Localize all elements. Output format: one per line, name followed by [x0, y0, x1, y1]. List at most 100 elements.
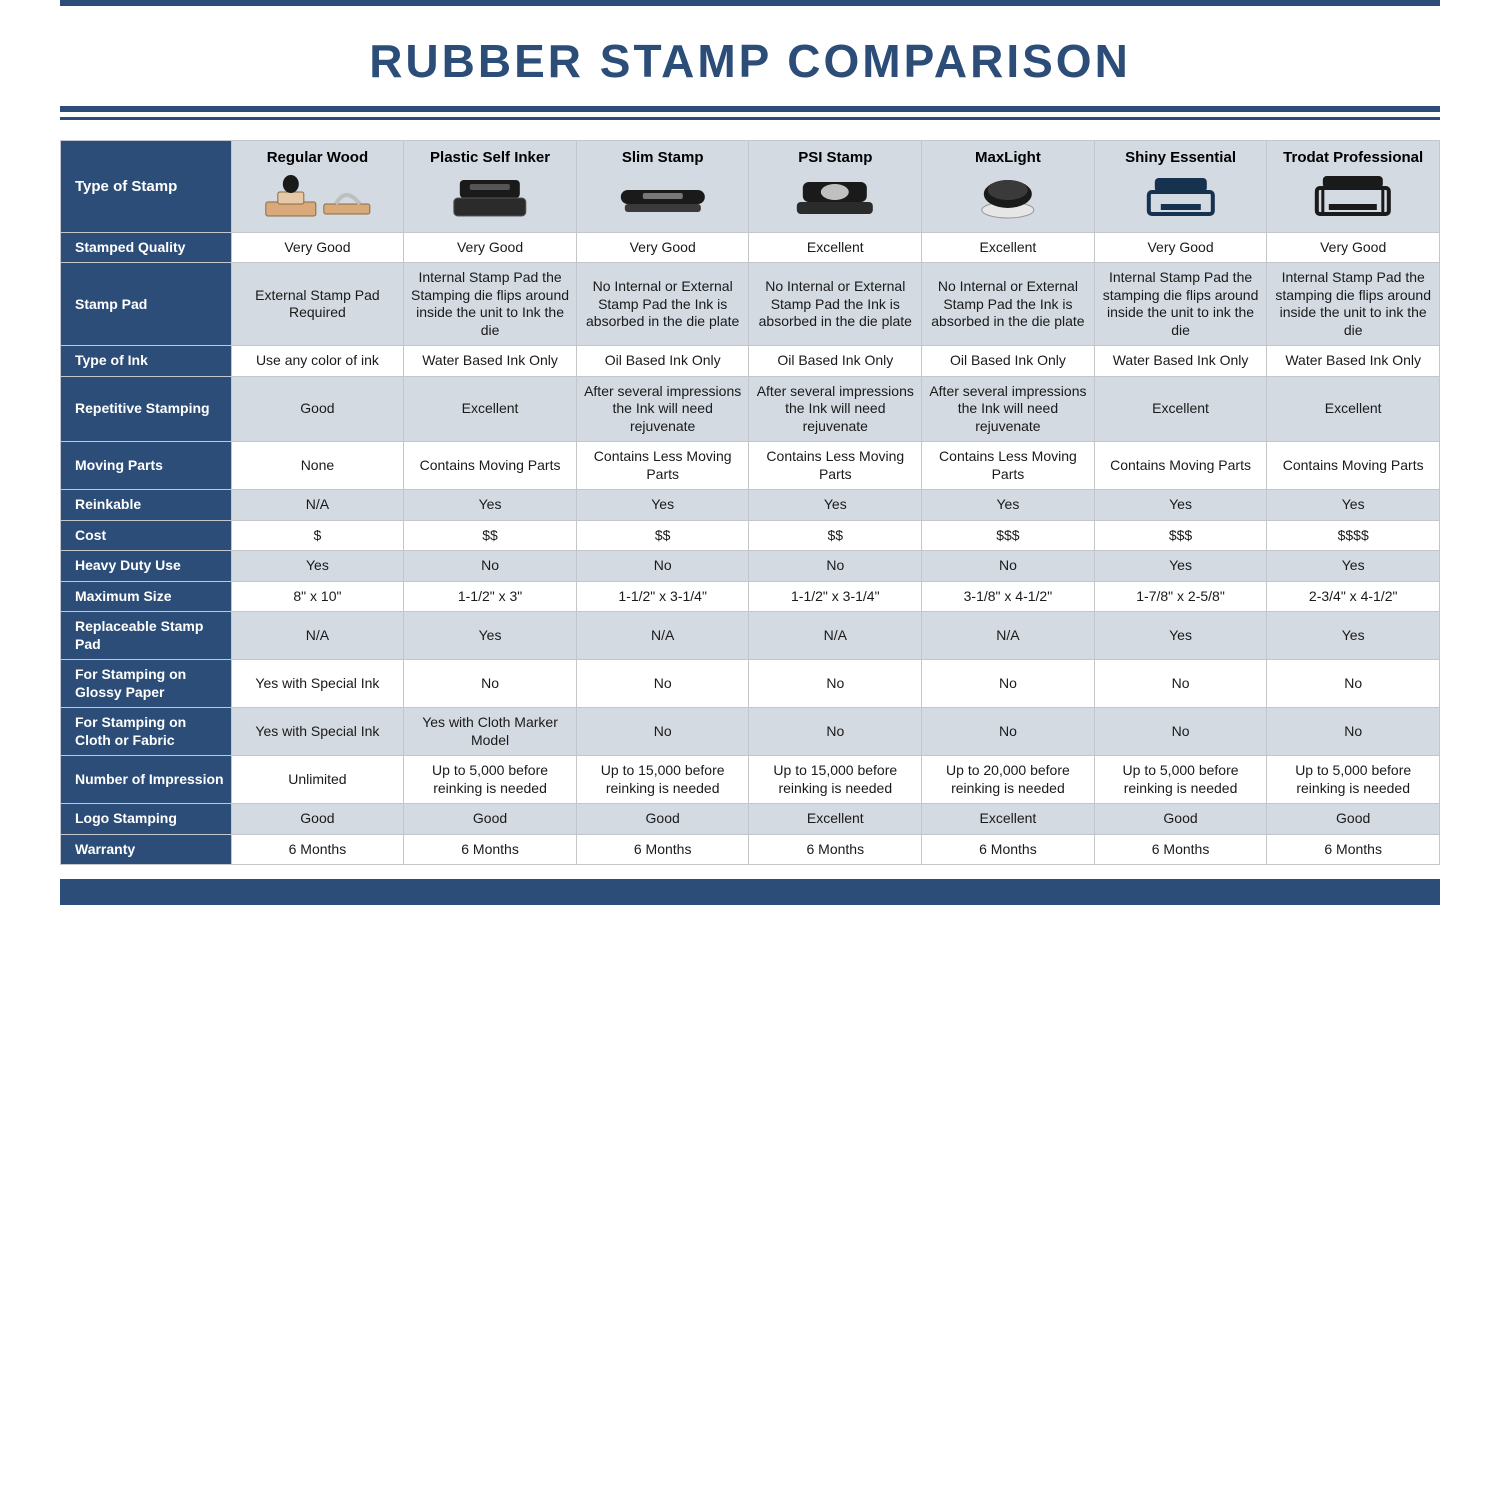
- row-header: Stamped Quality: [61, 232, 232, 263]
- table-cell: Yes with Special Ink: [231, 708, 404, 756]
- table-cell: Excellent: [1267, 376, 1440, 442]
- table-cell: Unlimited: [231, 756, 404, 804]
- table-cell: Very Good: [1267, 232, 1440, 263]
- stamp-maxlight-icon: [928, 174, 1088, 222]
- row-header: Cost: [61, 520, 232, 551]
- table-cell: $: [231, 520, 404, 551]
- table-cell: 6 Months: [231, 834, 404, 865]
- table-cell: Yes: [404, 490, 577, 521]
- table-cell: No: [922, 708, 1095, 756]
- table-cell: Oil Based Ink Only: [922, 346, 1095, 377]
- col-header-shiny-essential: Shiny Essential: [1094, 141, 1267, 233]
- table-row: Cost$$$$$$$$$$$$$$$$$: [61, 520, 1440, 551]
- table-row: Heavy Duty UseYesNoNoNoNoYesYes: [61, 551, 1440, 582]
- table-cell: 1-1/2" x 3-1/4": [576, 581, 749, 612]
- table-cell: N/A: [576, 612, 749, 660]
- page-title: RUBBER STAMP COMPARISON: [60, 34, 1440, 88]
- table-cell: No: [1267, 660, 1440, 708]
- table-cell: No: [749, 660, 922, 708]
- table-cell: Yes: [231, 551, 404, 582]
- table-cell: N/A: [749, 612, 922, 660]
- table-row: ReinkableN/AYesYesYesYesYesYes: [61, 490, 1440, 521]
- stamp-wood-icon: [238, 174, 398, 222]
- table-cell: Up to 20,000 before reinking is needed: [922, 756, 1095, 804]
- col-label: MaxLight: [975, 149, 1041, 166]
- table-cell: Internal Stamp Pad the Stamping die flip…: [404, 263, 577, 346]
- table-cell: 6 Months: [922, 834, 1095, 865]
- row-header: Reinkable: [61, 490, 232, 521]
- table-cell: No: [1094, 660, 1267, 708]
- row-header: Maximum Size: [61, 581, 232, 612]
- table-cell: Oil Based Ink Only: [749, 346, 922, 377]
- col-header-slim-stamp: Slim Stamp: [576, 141, 749, 233]
- table-cell: Yes: [1267, 612, 1440, 660]
- table-cell: 8" x 10": [231, 581, 404, 612]
- table-row: Number of ImpressionUnlimitedUp to 5,000…: [61, 756, 1440, 804]
- table-cell: $$: [404, 520, 577, 551]
- table-cell: Internal Stamp Pad the stamping die flip…: [1267, 263, 1440, 346]
- row-header: Logo Stamping: [61, 804, 232, 835]
- row-header: Repetitive Stamping: [61, 376, 232, 442]
- col-label: Shiny Essential: [1125, 149, 1236, 166]
- table-row: Type of InkUse any color of inkWater Bas…: [61, 346, 1440, 377]
- table-header-row: Type of Stamp Regular Wood Pla: [61, 141, 1440, 233]
- table-row: Moving PartsNoneContains Moving PartsCon…: [61, 442, 1440, 490]
- table-cell: No: [749, 708, 922, 756]
- table-cell: Water Based Ink Only: [1094, 346, 1267, 377]
- table-cell: 6 Months: [749, 834, 922, 865]
- table-cell: Yes: [922, 490, 1095, 521]
- col-label: PSI Stamp: [798, 149, 872, 166]
- row-header: Stamp Pad: [61, 263, 232, 346]
- row-header: For Stamping on Glossy Paper: [61, 660, 232, 708]
- table-row: Stamped QualityVery GoodVery GoodVery Go…: [61, 232, 1440, 263]
- table-cell: Yes: [1267, 551, 1440, 582]
- table-row: Replaceable Stamp PadN/AYesN/AN/AN/AYesY…: [61, 612, 1440, 660]
- table-cell: None: [231, 442, 404, 490]
- comparison-table: Type of Stamp Regular Wood Pla: [60, 140, 1440, 865]
- table-cell: Good: [404, 804, 577, 835]
- col-label: Regular Wood: [267, 149, 368, 166]
- table-cell: Yes: [1094, 612, 1267, 660]
- col-header-psi-stamp: PSI Stamp: [749, 141, 922, 233]
- table-cell: No: [404, 551, 577, 582]
- table-row: Warranty6 Months6 Months6 Months6 Months…: [61, 834, 1440, 865]
- table-cell: No: [922, 551, 1095, 582]
- table-cell: 6 Months: [1094, 834, 1267, 865]
- table-cell: N/A: [231, 490, 404, 521]
- table-cell: $$$: [1094, 520, 1267, 551]
- table-cell: No Internal or External Stamp Pad the In…: [576, 263, 749, 346]
- table-cell: No Internal or External Stamp Pad the In…: [922, 263, 1095, 346]
- stamp-trodat-icon: [1273, 174, 1433, 222]
- row-header: For Stamping on Cloth or Fabric: [61, 708, 232, 756]
- stamp-slim-icon: [583, 174, 743, 222]
- table-cell: Excellent: [749, 232, 922, 263]
- table-row: Maximum Size8" x 10"1-1/2" x 3"1-1/2" x …: [61, 581, 1440, 612]
- header-row-label: Type of Stamp: [61, 141, 232, 233]
- table-cell: Up to 15,000 before reinking is needed: [576, 756, 749, 804]
- col-header-maxlight: MaxLight: [922, 141, 1095, 233]
- table-cell: Good: [231, 376, 404, 442]
- table-cell: Yes with Special Ink: [231, 660, 404, 708]
- table-cell: $$: [576, 520, 749, 551]
- table-cell: After several impressions the Ink will n…: [576, 376, 749, 442]
- table-cell: Water Based Ink Only: [404, 346, 577, 377]
- table-cell: Excellent: [922, 232, 1095, 263]
- table-cell: 3-1/8" x 4-1/2": [922, 581, 1095, 612]
- table-cell: $$$$: [1267, 520, 1440, 551]
- table-cell: Up to 15,000 before reinking is needed: [749, 756, 922, 804]
- table-cell: Yes: [749, 490, 922, 521]
- table-row: Logo StampingGoodGoodGoodExcellentExcell…: [61, 804, 1440, 835]
- table-cell: Contains Moving Parts: [1267, 442, 1440, 490]
- row-header: Moving Parts: [61, 442, 232, 490]
- table-cell: Excellent: [404, 376, 577, 442]
- table-cell: Very Good: [231, 232, 404, 263]
- footer-bar: [60, 879, 1440, 905]
- table-cell: N/A: [922, 612, 1095, 660]
- table-cell: $$$: [922, 520, 1095, 551]
- table-cell: Oil Based Ink Only: [576, 346, 749, 377]
- table-cell: Internal Stamp Pad the stamping die flip…: [1094, 263, 1267, 346]
- table-cell: After several impressions the Ink will n…: [749, 376, 922, 442]
- table-cell: Yes with Cloth Marker Model: [404, 708, 577, 756]
- table-cell: Contains Moving Parts: [404, 442, 577, 490]
- table-cell: Yes: [1267, 490, 1440, 521]
